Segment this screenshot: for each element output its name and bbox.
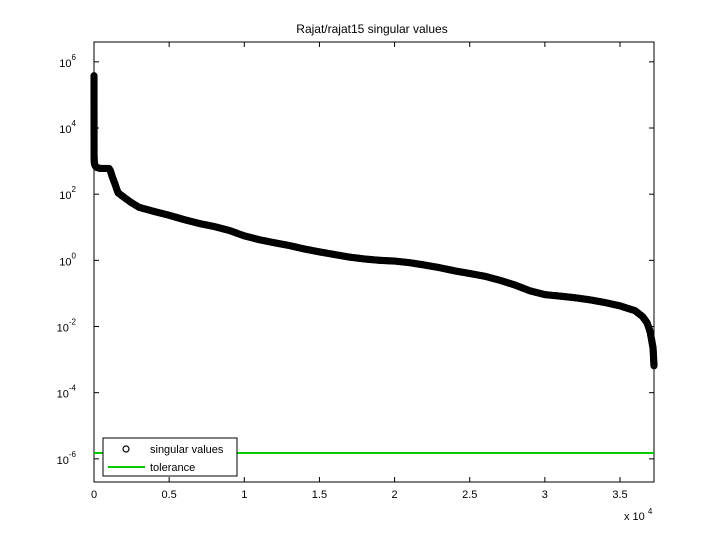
x-axis: 0 0.5 1 1.5 2 2.5 3 3.5: [91, 42, 628, 501]
y-tick-label: 100: [59, 251, 76, 268]
x-tick-label: 1.5: [312, 489, 327, 501]
legend-box: [102, 437, 238, 477]
data-point: [650, 362, 658, 370]
y-tick-label: 102: [59, 185, 76, 202]
x-axis-multiplier: x 10 4: [624, 507, 653, 523]
y-tick-label: 106: [59, 53, 76, 70]
y-tick-label: 10-4: [57, 384, 77, 401]
y-tick-label: 10-6: [57, 450, 77, 467]
x-tick-label: 2: [392, 489, 398, 501]
y-axis: 106 104 102 100 10-2 10-4 10-6: [57, 53, 654, 467]
legend-label-singular-values: singular values: [150, 444, 224, 456]
marks: [90, 72, 658, 455]
x-tick-label: 0.5: [161, 489, 176, 501]
legend-label-tolerance: tolerance: [150, 462, 195, 474]
chart-title: Rajat/rajat15 singular values: [296, 22, 447, 36]
plot-frame: [93, 41, 655, 483]
y-tick-label: 104: [59, 119, 76, 136]
x-tick-label: 2.5: [462, 489, 477, 501]
x-tick-label: 1: [241, 489, 247, 501]
legend-marker-singular-values: [122, 445, 130, 453]
legend: singular values tolerance: [102, 437, 238, 477]
x-tick-label: 3.5: [612, 489, 627, 501]
y-tick-label: 10-2: [57, 318, 77, 335]
x-tick-label: 0: [91, 489, 97, 501]
x-tick-label: 3: [542, 489, 548, 501]
